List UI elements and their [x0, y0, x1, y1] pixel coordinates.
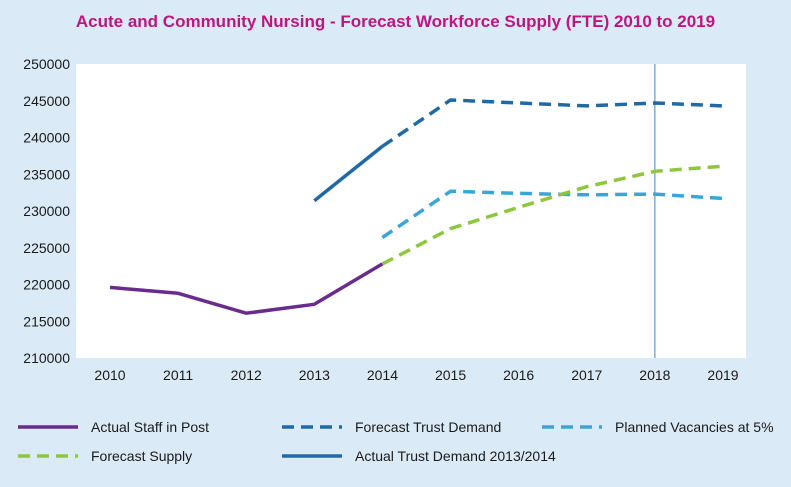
series-lines: [109, 98, 724, 315]
x-tick-label: 2011: [163, 367, 193, 383]
x-tick-label: 2013: [299, 367, 330, 383]
legend: Actual Staff in Post Forecast Trust Deman…: [18, 419, 774, 464]
plot-area: [76, 64, 746, 358]
x-tick-label: 2015: [435, 367, 466, 383]
series-line-2: [381, 189, 724, 239]
legend-label: Forecast Trust Demand: [355, 419, 501, 435]
x-tick-label: 2017: [571, 367, 602, 383]
x-tick-label: 2014: [367, 367, 398, 383]
legend-label: Actual Staff in Post: [91, 419, 209, 435]
x-tick-label: 2010: [94, 367, 125, 383]
legend-label: Forecast Supply: [91, 448, 192, 464]
legend-label: Planned Vacancies at 5%: [615, 419, 774, 435]
y-axis-tick-labels: 210000 215000 220000 225000 230000 235000 2400…: [23, 56, 70, 366]
series-line-4: [313, 144, 384, 203]
y-tick-label: 210000: [23, 350, 70, 366]
y-tick-label: 245000: [23, 93, 70, 109]
x-tick-label: 2018: [639, 367, 670, 383]
series-line-0: [109, 262, 384, 315]
y-tick-label: 225000: [23, 240, 70, 256]
legend-label: Actual Trust Demand 2013/2014: [355, 448, 556, 464]
y-tick-label: 235000: [23, 166, 70, 182]
x-tick-label: 2019: [707, 367, 738, 383]
series-line-1: [381, 98, 724, 148]
y-tick-label: 250000: [23, 56, 70, 72]
x-tick-label: 2016: [503, 367, 534, 383]
series-line-3: [381, 164, 724, 266]
x-axis-tick-labels: 2010 2011 2012 2013 2014 2015 2016 2017 2018 2019: [94, 367, 738, 383]
x-tick-label: 2012: [231, 367, 262, 383]
y-tick-label: 215000: [23, 313, 70, 329]
y-tick-label: 240000: [23, 130, 70, 146]
y-tick-label: 230000: [23, 203, 70, 219]
chart-title: Acute and Community Nursing - Forecast W…: [75, 12, 716, 31]
y-tick-label: 220000: [23, 277, 70, 293]
